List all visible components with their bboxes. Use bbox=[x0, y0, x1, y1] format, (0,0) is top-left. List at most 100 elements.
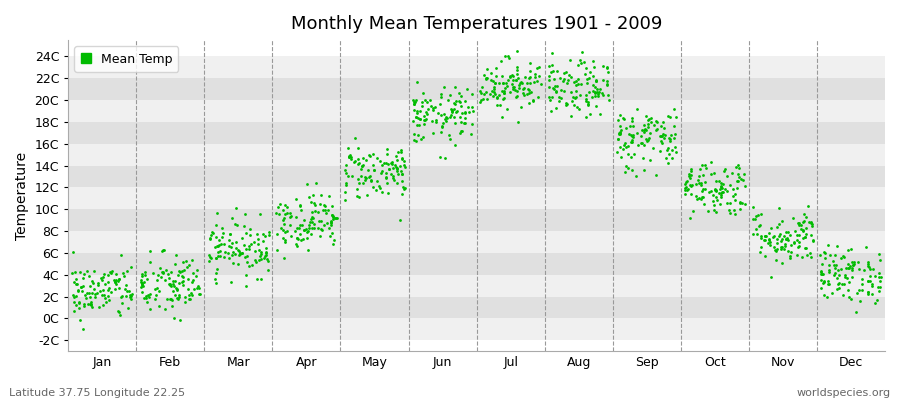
Point bbox=[135, 289, 149, 296]
Point bbox=[757, 236, 771, 243]
Point bbox=[452, 90, 466, 96]
Point bbox=[435, 123, 449, 129]
Point bbox=[448, 84, 463, 90]
Point bbox=[87, 268, 102, 274]
Point bbox=[261, 258, 275, 264]
Point bbox=[98, 295, 112, 301]
Point bbox=[383, 170, 398, 177]
Point bbox=[418, 116, 433, 123]
Point bbox=[509, 67, 524, 74]
Point bbox=[547, 83, 562, 89]
Point bbox=[171, 268, 185, 274]
Point bbox=[814, 271, 829, 278]
Point bbox=[532, 73, 546, 80]
Point bbox=[379, 175, 393, 182]
Point bbox=[443, 114, 457, 120]
Point bbox=[556, 88, 571, 94]
Point bbox=[706, 192, 720, 199]
Point bbox=[223, 231, 238, 237]
Point bbox=[821, 278, 835, 285]
Point bbox=[684, 190, 698, 197]
Point bbox=[814, 260, 829, 267]
Point bbox=[646, 144, 661, 151]
Bar bbox=[68, 296, 885, 318]
Point bbox=[139, 269, 153, 276]
Point bbox=[664, 147, 679, 154]
Point bbox=[680, 179, 694, 186]
Point bbox=[510, 71, 525, 78]
Point bbox=[511, 74, 526, 81]
Point bbox=[92, 304, 106, 311]
Point bbox=[168, 261, 183, 268]
Point bbox=[427, 107, 441, 114]
Point bbox=[91, 280, 105, 287]
Point bbox=[138, 278, 152, 285]
Point bbox=[830, 286, 844, 292]
Point bbox=[225, 252, 239, 258]
Point bbox=[660, 147, 674, 154]
Point bbox=[161, 281, 176, 287]
Point bbox=[707, 206, 722, 213]
Point bbox=[649, 172, 663, 178]
Point bbox=[164, 268, 178, 275]
Point bbox=[684, 168, 698, 174]
Point bbox=[730, 178, 744, 185]
Point bbox=[724, 210, 738, 216]
Point bbox=[694, 196, 708, 202]
Point bbox=[113, 252, 128, 258]
Point bbox=[445, 108, 459, 114]
Point bbox=[510, 92, 525, 99]
Point bbox=[720, 200, 734, 207]
Point bbox=[170, 295, 184, 302]
Point bbox=[641, 117, 655, 124]
Point bbox=[411, 114, 426, 121]
Point bbox=[355, 166, 369, 172]
Point bbox=[216, 230, 230, 236]
Point bbox=[502, 73, 517, 79]
Point bbox=[781, 228, 796, 235]
Point bbox=[866, 266, 880, 272]
Point bbox=[655, 131, 670, 138]
Point bbox=[688, 181, 703, 187]
Point bbox=[284, 212, 299, 219]
Point bbox=[668, 131, 682, 137]
Point bbox=[497, 95, 511, 101]
Point bbox=[749, 213, 763, 219]
Point bbox=[391, 171, 405, 178]
Point bbox=[186, 277, 201, 283]
Point bbox=[410, 108, 425, 114]
Point bbox=[834, 281, 849, 287]
Point bbox=[822, 269, 836, 275]
Point bbox=[361, 167, 375, 174]
Point bbox=[805, 232, 819, 238]
Point bbox=[125, 291, 140, 297]
Point bbox=[152, 288, 166, 294]
Point bbox=[213, 240, 228, 247]
Point bbox=[510, 48, 525, 55]
Point bbox=[294, 237, 309, 243]
Point bbox=[758, 236, 772, 243]
Point bbox=[73, 317, 87, 323]
Point bbox=[692, 194, 706, 201]
Point bbox=[448, 98, 463, 104]
Point bbox=[697, 201, 711, 208]
Point bbox=[343, 151, 357, 158]
Point bbox=[557, 76, 572, 82]
Point bbox=[778, 228, 793, 235]
Point bbox=[868, 300, 883, 306]
Point bbox=[99, 299, 113, 305]
Point bbox=[68, 302, 83, 308]
Point bbox=[140, 276, 154, 282]
Point bbox=[762, 230, 777, 236]
Point bbox=[280, 204, 294, 210]
Point bbox=[494, 58, 508, 64]
Point bbox=[726, 207, 741, 213]
Point bbox=[599, 80, 614, 87]
Point bbox=[553, 74, 567, 81]
Point bbox=[410, 96, 424, 103]
Point bbox=[725, 193, 740, 199]
Point bbox=[394, 171, 409, 178]
Point bbox=[854, 287, 868, 293]
Point bbox=[342, 153, 356, 159]
Point bbox=[374, 168, 389, 174]
